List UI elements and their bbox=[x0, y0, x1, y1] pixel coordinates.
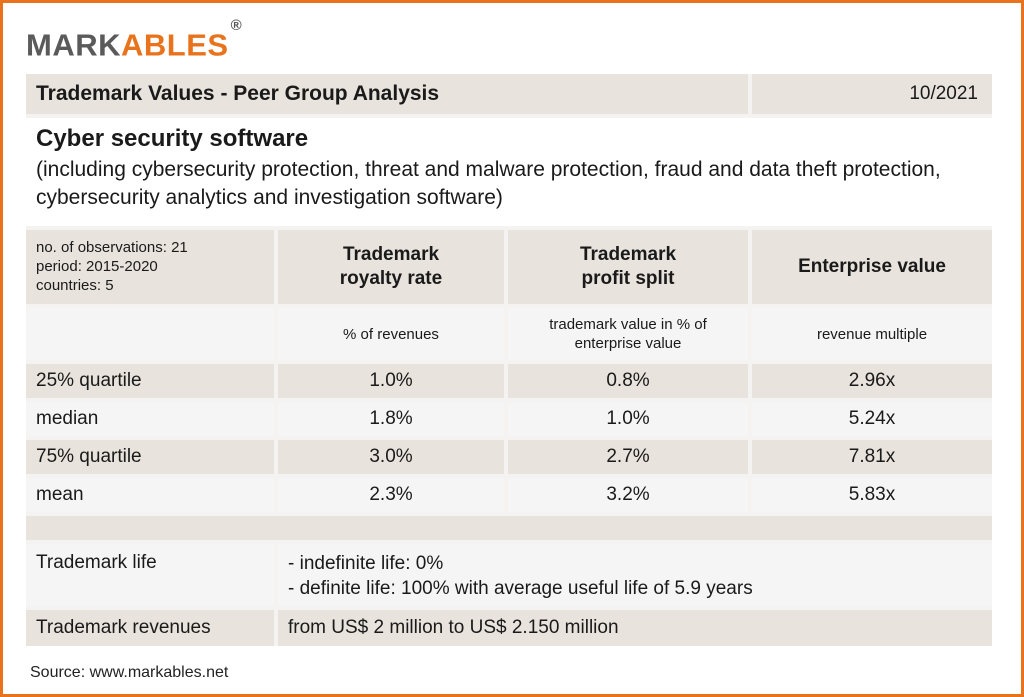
spacer-band bbox=[26, 516, 992, 540]
table-cell: 5.24x bbox=[752, 402, 992, 436]
registered-mark: ® bbox=[230, 17, 243, 34]
unit-enterprise-value: revenue multiple bbox=[752, 308, 992, 360]
table-cell: 1.8% bbox=[278, 402, 504, 436]
row-label-25-quartile: 25% quartile bbox=[26, 364, 274, 398]
trademark-life-line: - indefinite life: 0% bbox=[288, 553, 444, 574]
trademark-life-label: Trademark life bbox=[26, 544, 274, 606]
row-label-median: median bbox=[26, 402, 274, 436]
table-cell: 0.8% bbox=[508, 364, 748, 398]
column-header-line: royalty rate bbox=[339, 268, 443, 289]
column-header-line: profit split bbox=[581, 268, 675, 289]
markables-logo: MARKABLES® bbox=[26, 17, 242, 63]
unit-line: trademark value in % of bbox=[549, 316, 707, 333]
logo-part-ables: ABLES bbox=[121, 27, 229, 63]
row-label-mean: mean bbox=[26, 478, 274, 512]
countries-count: countries: 5 bbox=[36, 277, 114, 294]
trademark-revenues-value: from US$ 2 million to US$ 2.150 million bbox=[278, 610, 992, 646]
table-cell: 2.7% bbox=[508, 440, 748, 474]
unit-line: enterprise value bbox=[574, 335, 682, 352]
column-header-enterprise-value: Enterprise value bbox=[752, 230, 992, 304]
report-date: 10/2021 bbox=[752, 74, 992, 114]
unit-profit-split: trademark value in % of enterprise value bbox=[508, 308, 748, 360]
trademark-revenues-label: Trademark revenues bbox=[26, 610, 274, 646]
table-cell: 5.83x bbox=[752, 478, 992, 512]
observation-period: period: 2015-2020 bbox=[36, 258, 158, 275]
table-cell: 2.96x bbox=[752, 364, 992, 398]
table-cell: 2.3% bbox=[278, 478, 504, 512]
source-note: Source: www.markables.net bbox=[30, 664, 229, 681]
subject-description: (including cybersecurity protection, thr… bbox=[36, 158, 941, 209]
column-header-profit-split: Trademark profit split bbox=[508, 230, 748, 304]
subject-title: Cyber security software bbox=[36, 125, 309, 152]
table-cell: 1.0% bbox=[278, 364, 504, 398]
trademark-life-value: - indefinite life: 0% - definite life: 1… bbox=[278, 544, 992, 606]
column-header-royalty-rate: Trademark royalty rate bbox=[278, 230, 504, 304]
table-cell: 3.0% bbox=[278, 440, 504, 474]
report-title: Trademark Values - Peer Group Analysis bbox=[26, 74, 748, 114]
column-header-line: Trademark bbox=[579, 244, 677, 265]
unit-royalty-rate: % of revenues bbox=[278, 308, 504, 360]
table-cell: 3.2% bbox=[508, 478, 748, 512]
table-cell: 7.81x bbox=[752, 440, 992, 474]
table-cell: 1.0% bbox=[508, 402, 748, 436]
unit-row-label bbox=[26, 308, 274, 360]
logo-part-mark: MARK bbox=[26, 27, 121, 63]
observations-count: no. of observations: 21 bbox=[36, 239, 188, 256]
column-header-line: Trademark bbox=[342, 244, 440, 265]
observation-meta: no. of observations: 21 period: 2015-202… bbox=[26, 230, 274, 304]
trademark-life-line: - definite life: 100% with average usefu… bbox=[288, 578, 753, 599]
subject-section: Cyber security software (including cyber… bbox=[26, 118, 992, 226]
row-label-75-quartile: 75% quartile bbox=[26, 440, 274, 474]
